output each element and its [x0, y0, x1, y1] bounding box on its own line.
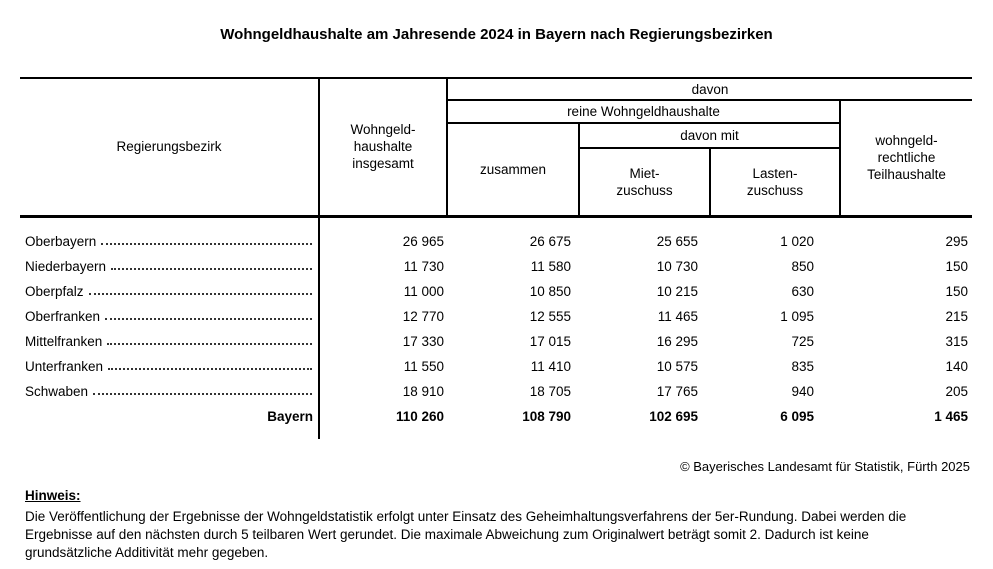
- header-lastenzuschuss: Lasten- zuschuss: [709, 148, 840, 218]
- dot-leader: [107, 342, 312, 345]
- note-line: Die Veröffentlichung der Ergebnisse der …: [25, 509, 907, 524]
- dot-leader: [111, 267, 312, 270]
- dot-leader: [88, 292, 312, 295]
- cell-lastenzuschuss: 630: [791, 284, 814, 299]
- cell-zusammen: 12 555: [529, 309, 571, 324]
- column-divider-extension-row: [20, 429, 972, 439]
- cell-lastenzuschuss: 6 095: [780, 409, 814, 424]
- cell-teilhaushalte: 295: [945, 234, 969, 249]
- cell-insgesamt: 11 000: [403, 284, 444, 299]
- cell-mietzuschuss: 16 295: [656, 334, 698, 349]
- cell-mietzuschuss: 10 575: [656, 359, 698, 374]
- cell-teilhaushalte: 315: [945, 334, 969, 349]
- row-label: Oberpfalz: [25, 283, 84, 299]
- cell-insgesamt: 110 260: [395, 409, 444, 424]
- cell-teilhaushalte: 205: [945, 384, 969, 399]
- cell-zusammen: 18 705: [529, 384, 571, 399]
- row-label: Oberbayern: [25, 233, 97, 249]
- cell-insgesamt: 11 730: [403, 259, 444, 274]
- table-row-schwaben: Schwaben 18 910 18 705 17 765 940 205: [20, 379, 972, 404]
- table-row-unterfranken: Unterfranken 11 550 11 410 10 575 835 14…: [20, 354, 972, 379]
- dot-leader: [108, 367, 312, 370]
- cell-teilhaushalte: 150: [945, 259, 969, 274]
- cell-zusammen: 11 410: [530, 359, 571, 374]
- cell-teilhaushalte: 150: [945, 284, 969, 299]
- row-label: Mittelfranken: [25, 333, 103, 349]
- cell-mietzuschuss: 17 765: [656, 384, 698, 399]
- cell-lastenzuschuss: 725: [791, 334, 814, 349]
- cell-zusammen: 11 580: [530, 259, 571, 274]
- cell-insgesamt: 11 550: [403, 359, 444, 374]
- wohngeld-table: Regierungsbezirk Wohngeld- haushalte ins…: [20, 77, 973, 439]
- row-label: Unterfranken: [25, 358, 104, 374]
- header-gap-row: [20, 216, 972, 229]
- dot-leader: [93, 392, 312, 395]
- header-wohngeldhaushalte-insgesamt: Wohngeld- haushalte insgesamt: [319, 77, 448, 218]
- table-body: Oberbayern 26 965 26 675 25 655 1 020 29…: [20, 216, 972, 439]
- table-row-oberfranken: Oberfranken 12 770 12 555 11 465 1 095 2…: [20, 304, 972, 329]
- table-row-niederbayern: Niederbayern 11 730 11 580 10 730 850 15…: [20, 254, 972, 279]
- cell-teilhaushalte: 215: [945, 309, 969, 324]
- page-title: Wohngeldhaushalte am Jahresende 2024 in …: [220, 26, 773, 43]
- header-davon: davon: [447, 77, 973, 101]
- cell-teilhaushalte: 1 465: [934, 409, 969, 424]
- cell-lastenzuschuss: 940: [791, 384, 814, 399]
- cell-mietzuschuss: 102 695: [649, 409, 698, 424]
- cell-lastenzuschuss: 1 020: [780, 234, 814, 249]
- header-reine-wohngeldhaushalte: reine Wohngeldhaushalte: [447, 100, 840, 124]
- cell-zusammen: 26 675: [529, 234, 571, 249]
- header-wohngeldrechtliche-teilhaushalte: wohngeld- rechtliche Teilhaushalte: [838, 100, 973, 218]
- note-text: Die Veröffentlichung der Ergebnisse der …: [25, 508, 965, 562]
- table-row-mittelfranken: Mittelfranken 17 330 17 015 16 295 725 3…: [20, 329, 972, 354]
- dot-leader: [101, 242, 312, 245]
- note-heading: Hinweis:: [25, 488, 81, 503]
- cell-lastenzuschuss: 835: [791, 359, 814, 374]
- row-label: Oberfranken: [25, 308, 101, 324]
- note-line: Ergebnisse auf den nächsten durch 5 teil…: [25, 527, 869, 542]
- copyright-note: © Bayerisches Landesamt für Statistik, F…: [680, 459, 970, 474]
- row-label: Schwaben: [25, 383, 89, 399]
- cell-mietzuschuss: 10 215: [656, 284, 698, 299]
- dot-leader: [105, 317, 312, 320]
- cell-lastenzuschuss: 1 095: [780, 309, 814, 324]
- header-davon-mit: davon mit: [579, 123, 840, 149]
- table-row-oberpfalz: Oberpfalz 11 000 10 850 10 215 630 150: [20, 279, 972, 304]
- column-divider-segment: [20, 216, 320, 229]
- cell-insgesamt: 17 330: [402, 334, 444, 349]
- table-row-total-bayern: Bayern 110 260 108 790 102 695 6 095 1 4…: [20, 404, 972, 429]
- cell-mietzuschuss: 11 465: [657, 309, 698, 324]
- header-regierungsbezirk: Regierungsbezirk: [20, 77, 320, 218]
- cell-zusammen: 17 015: [529, 334, 571, 349]
- total-label: Bayern: [20, 404, 320, 429]
- table-row-oberbayern: Oberbayern 26 965 26 675 25 655 1 020 29…: [20, 229, 972, 254]
- cell-zusammen: 108 790: [522, 409, 571, 424]
- row-label: Niederbayern: [25, 258, 107, 274]
- table-header: Regierungsbezirk Wohngeld- haushalte ins…: [20, 77, 973, 218]
- header-mietzuschuss: Miet- zuschuss: [579, 148, 710, 218]
- cell-teilhaushalte: 140: [945, 359, 969, 374]
- cell-insgesamt: 26 965: [402, 234, 444, 249]
- cell-insgesamt: 18 910: [402, 384, 444, 399]
- cell-insgesamt: 12 770: [402, 309, 444, 324]
- cell-mietzuschuss: 10 730: [656, 259, 698, 274]
- cell-zusammen: 10 850: [529, 284, 571, 299]
- cell-lastenzuschuss: 850: [791, 259, 814, 274]
- cell-mietzuschuss: 25 655: [656, 234, 698, 249]
- column-divider-segment: [20, 429, 320, 439]
- note-line: grundsätzliche Additivität mehr gegeben.: [25, 545, 269, 560]
- header-zusammen: zusammen: [447, 123, 580, 218]
